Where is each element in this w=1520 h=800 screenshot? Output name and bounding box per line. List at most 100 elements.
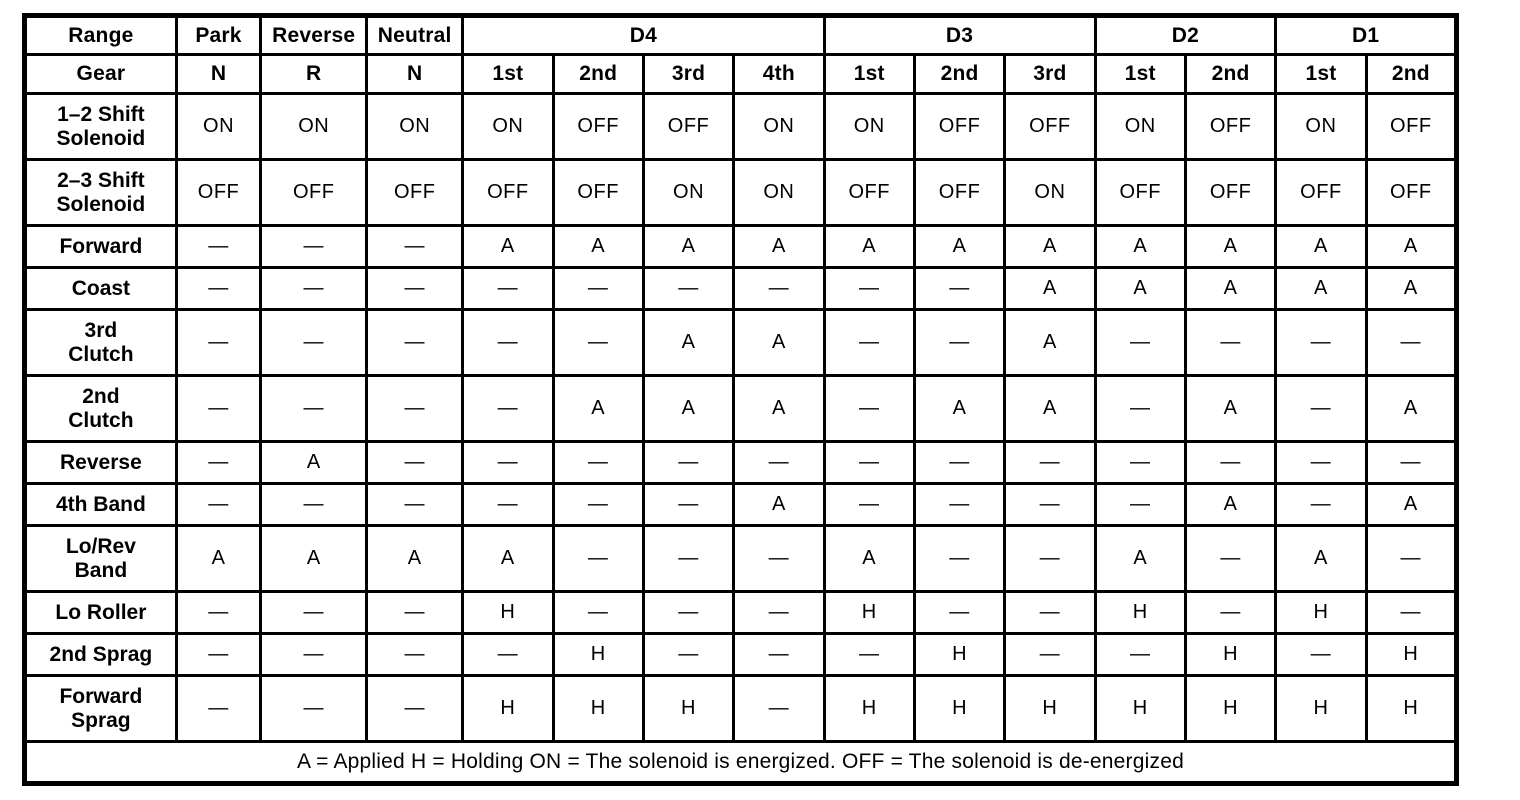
range-group-header: Park	[174, 14, 263, 56]
value-cell: —	[732, 590, 826, 635]
value-cell: A	[1093, 266, 1187, 311]
value-cell: ON	[365, 92, 465, 161]
value-cell: A	[1003, 374, 1097, 443]
value-cell: A	[1364, 482, 1459, 527]
table-row: Forward — — — A A A A A A A A A A A	[23, 224, 1459, 269]
value-cell: —	[461, 632, 555, 677]
table-row: 2nd Sprag — — — — H — — — H — — H — H	[23, 632, 1459, 677]
legend-row: A = Applied H = Holding ON = The solenoi…	[23, 740, 1458, 785]
value-cell: —	[174, 590, 263, 635]
value-cell: H	[461, 674, 555, 743]
value-cell: —	[822, 308, 916, 377]
value-cell: —	[1093, 632, 1187, 677]
row-label: Lo/Rev Band	[23, 524, 178, 593]
range-group-header: D4	[461, 14, 826, 56]
value-cell: —	[551, 482, 645, 527]
value-cell: A	[1183, 224, 1278, 269]
value-cell: ON	[641, 158, 736, 227]
value-cell: OFF	[912, 158, 1007, 227]
value-cell: —	[822, 632, 916, 677]
value-cell: H	[1183, 674, 1278, 743]
value-cell: A	[1274, 224, 1368, 269]
value-cell: —	[822, 482, 916, 527]
gear-header: 2nd	[912, 53, 1007, 95]
value-cell: —	[641, 590, 736, 635]
value-cell: —	[912, 482, 1007, 527]
value-cell: OFF	[1364, 92, 1459, 161]
gear-header: 2nd	[551, 53, 645, 95]
value-cell: —	[912, 308, 1007, 377]
value-cell: —	[259, 374, 369, 443]
value-cell: A	[461, 224, 555, 269]
row-label: Forward	[23, 224, 178, 269]
chart-body: 1–2 Shift Solenoid ON ON ON ON OFF OFF ON ON OFF O…	[23, 92, 1459, 743]
value-cell: OFF	[1183, 158, 1278, 227]
value-cell: —	[551, 524, 645, 593]
value-cell: —	[732, 524, 826, 593]
value-cell: —	[551, 308, 645, 377]
value-cell: A	[1093, 224, 1187, 269]
value-cell: H	[641, 674, 736, 743]
value-cell: —	[732, 674, 826, 743]
value-cell: —	[174, 482, 263, 527]
value-cell: —	[259, 308, 369, 377]
value-cell: —	[732, 440, 826, 485]
gear-header: 1st	[1274, 53, 1368, 95]
value-cell: H	[912, 674, 1007, 743]
value-cell: —	[641, 524, 736, 593]
value-cell: A	[732, 308, 826, 377]
value-cell: —	[259, 674, 369, 743]
value-cell: ON	[822, 92, 916, 161]
value-cell: H	[1003, 674, 1097, 743]
value-cell: —	[174, 440, 263, 485]
value-cell: —	[1274, 308, 1368, 377]
table-row: 2nd Clutch — — — — A A A — A A — A — A	[23, 374, 1459, 443]
value-cell: —	[259, 266, 369, 311]
row-label: Reverse	[23, 440, 178, 485]
value-cell: OFF	[822, 158, 916, 227]
value-cell: H	[912, 632, 1007, 677]
value-cell: OFF	[1093, 158, 1187, 227]
value-cell: —	[1183, 524, 1278, 593]
value-cell: H	[551, 632, 645, 677]
value-cell: —	[461, 308, 555, 377]
value-cell: ON	[1003, 158, 1097, 227]
table-row: 3rd Clutch — — — — — A A — — A — — — —	[23, 308, 1459, 377]
row-label: Lo Roller	[23, 590, 178, 635]
value-cell: A	[641, 224, 736, 269]
value-cell: A	[1274, 524, 1368, 593]
value-cell: —	[174, 674, 263, 743]
value-cell: —	[912, 266, 1007, 311]
value-cell: OFF	[641, 92, 736, 161]
value-cell: ON	[259, 92, 369, 161]
value-cell: —	[365, 308, 465, 377]
value-cell: —	[641, 440, 736, 485]
value-cell: A	[551, 224, 645, 269]
value-cell: —	[1003, 590, 1097, 635]
value-cell: A	[1364, 224, 1459, 269]
value-cell: —	[259, 590, 369, 635]
gear-header: N	[365, 53, 465, 95]
gear-header: 3rd	[641, 53, 736, 95]
value-cell: —	[1364, 308, 1459, 377]
value-cell: A	[1003, 266, 1097, 311]
value-cell: —	[461, 440, 555, 485]
value-cell: —	[1003, 440, 1097, 485]
value-cell: —	[1183, 590, 1278, 635]
gear-header: N	[174, 53, 263, 95]
value-cell: —	[1093, 482, 1187, 527]
value-cell: —	[1274, 440, 1368, 485]
gear-header: 2nd	[1183, 53, 1278, 95]
value-cell: —	[1274, 482, 1368, 527]
value-cell: —	[912, 590, 1007, 635]
value-cell: —	[1364, 524, 1459, 593]
legend-cell: A = Applied H = Holding ON = The solenoi…	[23, 740, 1458, 785]
gear-header: 2nd	[1364, 53, 1459, 95]
gear-header: 1st	[1093, 53, 1187, 95]
value-cell: OFF	[1274, 158, 1368, 227]
value-cell: —	[641, 266, 736, 311]
value-cell: —	[551, 590, 645, 635]
value-cell: —	[551, 440, 645, 485]
range-group-header: Reverse	[259, 14, 369, 56]
value-cell: —	[461, 266, 555, 311]
